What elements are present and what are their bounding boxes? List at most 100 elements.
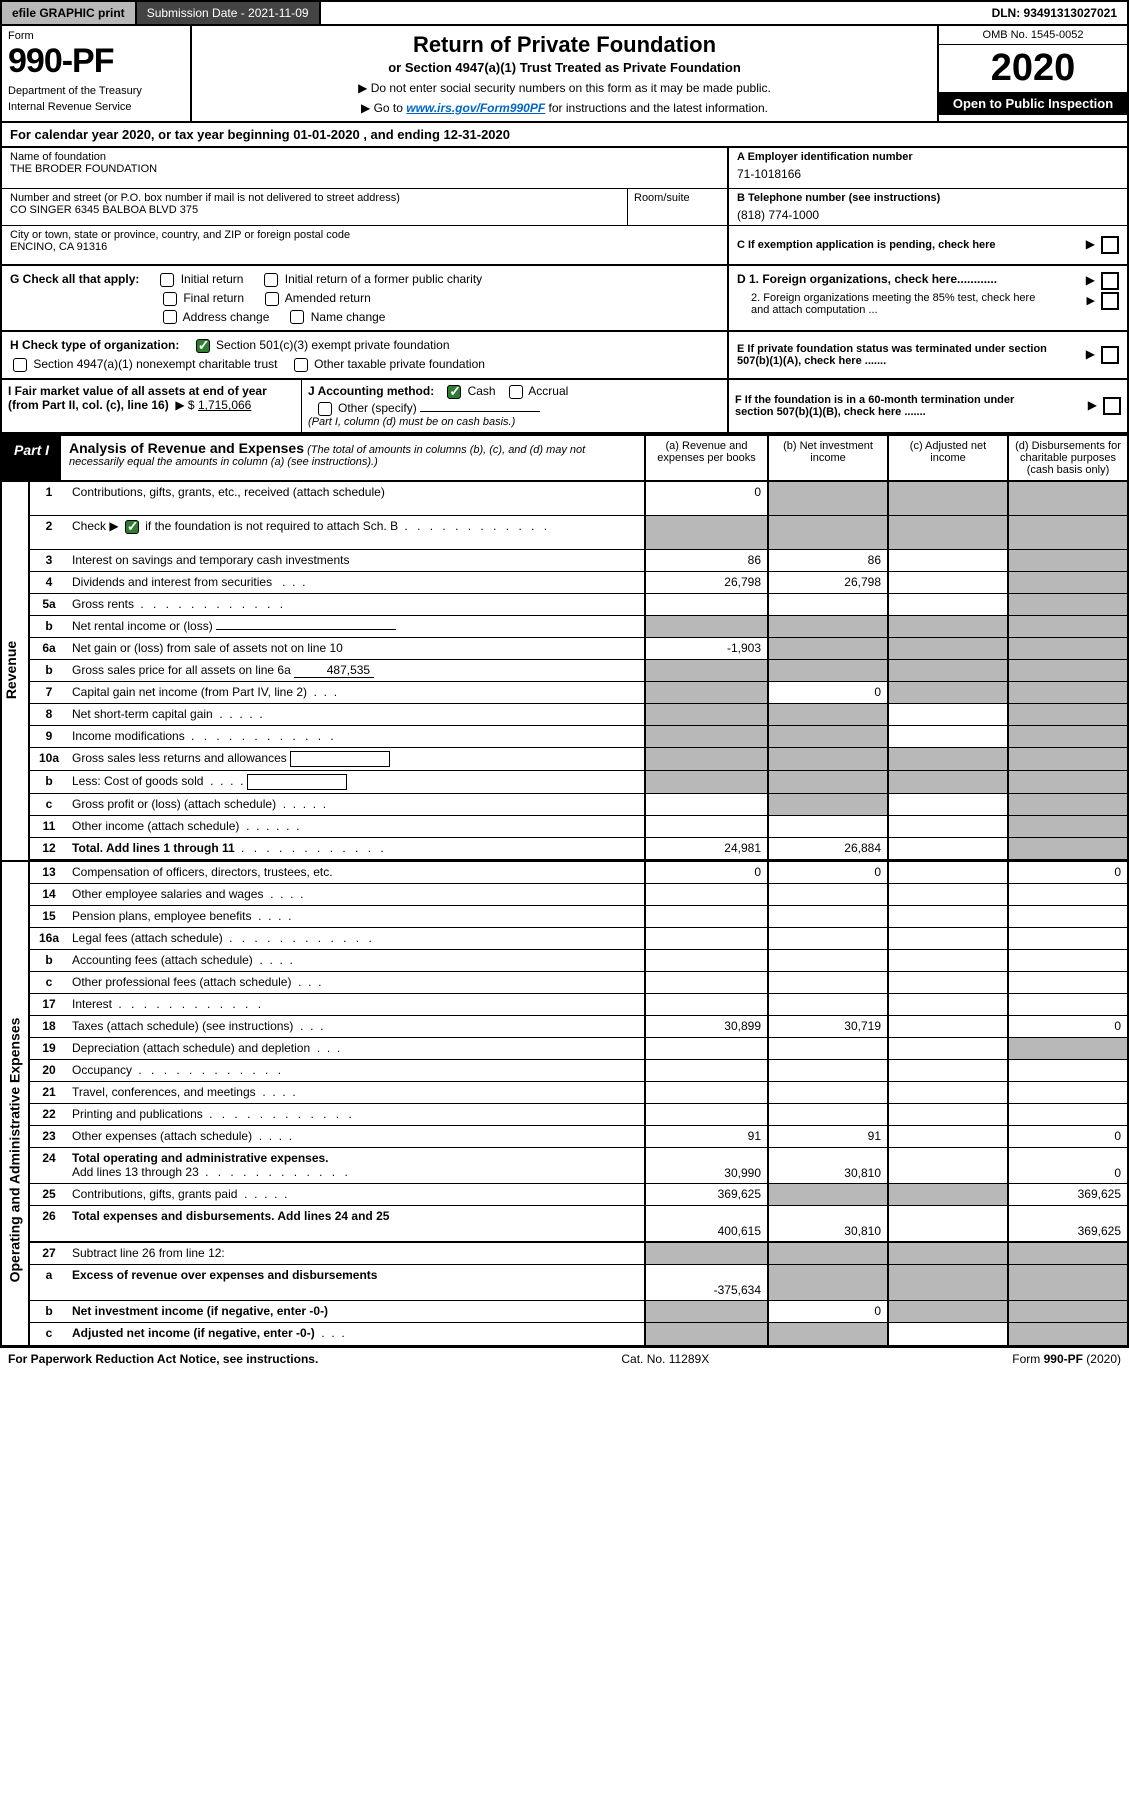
c-checkbox[interactable] [1101,236,1119,254]
row-19: 19Depreciation (attach schedule) and dep… [30,1038,1127,1060]
row-6b: bGross sales price for all assets on lin… [30,660,1127,682]
g-row: G Check all that apply: Initial return I… [0,266,1129,332]
row-5b: bNet rental income or (loss) [30,616,1127,638]
row-22: 22Printing and publications [30,1104,1127,1126]
h-501c3-checkbox[interactable] [196,339,210,353]
row-8: 8Net short-term capital gain . . . . . [30,704,1127,726]
c-label: C If exemption application is pending, c… [737,239,996,251]
g-amended: Amended return [285,291,371,305]
row-27: 27Subtract line 26 from line 12: [30,1243,1127,1265]
d1-label: D 1. Foreign organizations, check here..… [737,272,997,286]
row-25: 25Contributions, gifts, grants paid . . … [30,1184,1127,1206]
info-addr-row: Number and street (or P.O. box number if… [0,189,1129,226]
form-header: Form 990-PF Department of the Treasury I… [0,26,1129,123]
ein-value: 71-1018166 [737,167,1119,181]
col-b-header: (b) Net investment income [767,436,887,480]
h-other-checkbox[interactable] [294,358,308,372]
col-a-header: (a) Revenue and expenses per books [644,436,767,480]
i-cell: I Fair market value of all assets at end… [2,380,302,432]
row-16b: bAccounting fees (attach schedule) . . .… [30,950,1127,972]
g-initial-checkbox[interactable] [160,273,174,287]
row2-checkbox[interactable] [125,520,139,534]
row-13: 13Compensation of officers, directors, t… [30,862,1127,884]
g-label: G Check all that apply: [10,272,139,286]
info-name-row: Name of foundation THE BRODER FOUNDATION… [0,148,1129,189]
row-16c: cOther professional fees (attach schedul… [30,972,1127,994]
footer-form: Form 990-PF (2020) [1012,1352,1121,1366]
h-row: H Check type of organization: Section 50… [0,332,1129,380]
form-subtitle: or Section 4947(a)(1) Trust Treated as P… [202,60,927,75]
footer-left: For Paperwork Reduction Act Notice, see … [8,1352,318,1366]
calendar-year-line: For calendar year 2020, or tax year begi… [0,123,1129,148]
expenses-section: Operating and Administrative Expenses 13… [0,862,1129,1347]
row-27b: bNet investment income (if negative, ent… [30,1301,1127,1323]
d-cell: D 1. Foreign organizations, check here..… [727,266,1127,330]
instruction-1: ▶ Do not enter social security numbers o… [202,81,927,95]
room-cell: Room/suite [627,189,727,225]
g-initial-former: Initial return of a former public charit… [285,272,482,286]
submission-date: Submission Date - 2021-11-09 [137,2,321,24]
row-27c: cAdjusted net income (if negative, enter… [30,1323,1127,1345]
foundation-name: THE BRODER FOUNDATION [10,163,719,175]
form-word: Form [8,30,184,42]
c-arrow-box: ▶ [1086,236,1119,254]
header-left: Form 990-PF Department of the Treasury I… [2,26,192,121]
address-cell: Number and street (or P.O. box number if… [2,189,627,225]
h-4947: Section 4947(a)(1) nonexempt charitable … [33,357,277,371]
row-11: 11Other income (attach schedule) . . . .… [30,816,1127,838]
row-10c: cGross profit or (loss) (attach schedule… [30,794,1127,816]
j-other-checkbox[interactable] [318,402,332,416]
irs-link[interactable]: www.irs.gov/Form990PF [406,101,545,115]
instr2-post: for instructions and the latest informat… [545,101,768,115]
expenses-rows: 13Compensation of officers, directors, t… [30,862,1127,1345]
foundation-name-cell: Name of foundation THE BRODER FOUNDATION [2,148,727,188]
d2-checkbox[interactable] [1101,292,1119,310]
e-checkbox[interactable] [1101,346,1119,364]
h-label: H Check type of organization: [10,338,179,352]
instruction-2: ▶ Go to www.irs.gov/Form990PF for instru… [202,101,927,115]
ein-cell: A Employer identification number 71-1018… [727,148,1127,188]
j-cash: Cash [468,384,496,398]
row-9: 9Income modifications [30,726,1127,748]
part1-desc: Analysis of Revenue and Expenses (The to… [61,436,644,480]
revenue-section: Revenue 1Contributions, gifts, grants, e… [0,482,1129,862]
part1-title: Analysis of Revenue and Expenses [69,440,304,456]
row-18: 18Taxes (attach schedule) (see instructi… [30,1016,1127,1038]
row-1: 1Contributions, gifts, grants, etc., rec… [30,482,1127,516]
g-amended-checkbox[interactable] [265,292,279,306]
g-address-checkbox[interactable] [163,310,177,324]
d1-checkbox[interactable] [1101,272,1119,290]
row-24: 24Total operating and administrative exp… [30,1148,1127,1184]
i-value: 1,715,066 [198,398,251,412]
row-2: 2Check ▶ if the foundation is not requir… [30,516,1127,550]
instr2-pre: ▶ Go to [361,101,406,115]
revenue-rows: 1Contributions, gifts, grants, etc., rec… [30,482,1127,860]
row-5a: 5aGross rents [30,594,1127,616]
g-name-checkbox[interactable] [290,310,304,324]
g-initial-former-checkbox[interactable] [264,273,278,287]
j-accrual-checkbox[interactable] [509,385,523,399]
j-accrual: Accrual [528,384,568,398]
efile-print-button[interactable]: efile GRAPHIC print [2,2,137,24]
row-14: 14Other employee salaries and wages . . … [30,884,1127,906]
g-final-checkbox[interactable] [163,292,177,306]
e-cell: E If private foundation status was termi… [727,332,1127,378]
j-other: Other (specify) [338,401,417,415]
ein-label: A Employer identification number [737,151,1119,163]
j-cash-checkbox[interactable] [447,385,461,399]
footer-catno: Cat. No. 11289X [621,1352,709,1366]
form-number: 990-PF [8,42,184,81]
topbar: efile GRAPHIC print Submission Date - 20… [0,0,1129,26]
ij-row: I Fair market value of all assets at end… [0,380,1129,434]
row-7: 7Capital gain net income (from Part IV, … [30,682,1127,704]
h-4947-checkbox[interactable] [13,358,27,372]
col-c-header: (c) Adjusted net income [887,436,1007,480]
phone-cell: B Telephone number (see instructions) (8… [727,189,1127,225]
row-12: 12Total. Add lines 1 through 1124,98126,… [30,838,1127,860]
city-cell: City or town, state or province, country… [2,226,727,264]
f-checkbox[interactable] [1103,397,1121,415]
info-city-row: City or town, state or province, country… [0,226,1129,266]
f-cell: F If the foundation is in a 60-month ter… [727,380,1127,432]
part1-label: Part I [2,436,61,480]
h-501c3: Section 501(c)(3) exempt private foundat… [216,338,449,352]
